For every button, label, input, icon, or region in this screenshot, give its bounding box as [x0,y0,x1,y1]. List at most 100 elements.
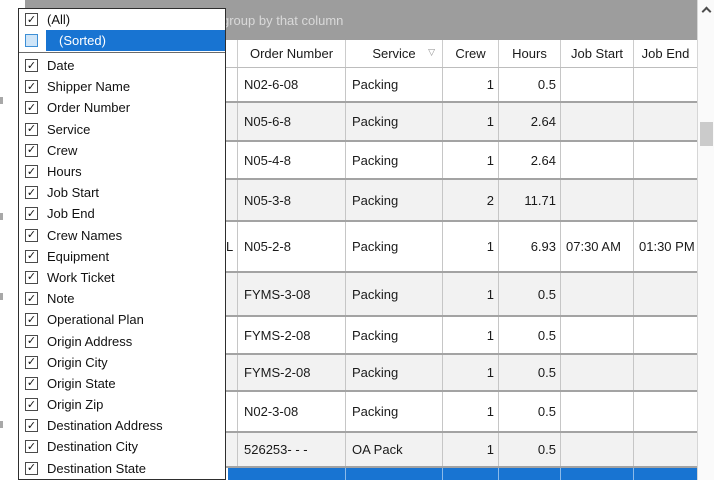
checked-checkbox-icon[interactable]: ✓ [25,270,38,284]
cell-crew[interactable]: 1 [442,222,498,271]
checked-checkbox-icon[interactable]: ✓ [25,186,38,200]
table-row[interactable]: N02-6-08 Packing 1 0.5 [225,68,697,103]
checked-checkbox-icon[interactable]: ✓ [25,313,38,327]
cell-order-number[interactable]: N05-4-8 [237,142,345,178]
filter-item-service[interactable]: ✓ Service [25,121,91,137]
cell-crew[interactable]: 1 [442,317,498,353]
filter-item-origin-address[interactable]: ✓ Origin Address [25,333,133,349]
filter-item-shipper-name[interactable]: ✓ Shipper Name [25,79,131,95]
filter-item-job-start[interactable]: ✓ Job Start [25,185,100,201]
table-row[interactable]: FYMS-3-08 Packing 1 0.5 [225,273,697,317]
column-header-order-number[interactable]: Order Number [237,40,345,67]
cell-job-end[interactable] [633,68,697,101]
checked-checkbox-icon[interactable]: ✓ [25,334,38,348]
cell-shipper-clip[interactable]: L [226,239,234,254]
checked-checkbox-icon[interactable]: ✓ [25,143,38,157]
table-row[interactable]: N05-4-8 Packing 1 2.64 [225,142,697,180]
cell-shipper-clip[interactable] [225,317,237,353]
column-header-job-end[interactable]: Job End [633,40,697,67]
checked-checkbox-icon[interactable]: ✓ [25,80,38,94]
checked-checkbox-icon[interactable]: ✓ [25,461,38,475]
cell-job-start[interactable] [560,317,633,353]
cell-order-number[interactable]: N05-2-8 [237,222,345,271]
cell-hours[interactable]: 0.5 [498,273,560,315]
cell-hours[interactable]: 0.5 [498,355,560,390]
checked-checkbox-icon[interactable]: ✓ [25,376,38,390]
cell-service[interactable]: Packing [345,68,442,101]
table-row[interactable]: L N05-2-8 Packing 1 6.93 07:30 AM 01:30 PM [225,222,697,273]
cell-shipper-clip[interactable] [225,68,237,101]
cell-service[interactable]: Packing [345,273,442,315]
cell-job-start[interactable] [560,273,633,315]
cell-job-start[interactable] [560,103,633,140]
cell-hours[interactable]: 0.5 [498,68,560,101]
selected-row[interactable] [228,468,697,480]
cell-service[interactable]: Packing [345,103,442,140]
cell-order-number[interactable]: N05-6-8 [237,103,345,140]
cell-hours[interactable]: 0.5 [498,317,560,353]
unchecked-checkbox-icon[interactable] [25,34,38,47]
cell-order-number[interactable]: N02-3-08 [237,392,345,431]
cell-shipper-clip[interactable] [225,180,237,220]
filter-item-job-end[interactable]: ✓ Job End [25,206,95,222]
table-row[interactable]: FYMS-2-08 Packing 1 0.5 [225,317,697,355]
filter-item-operational-plan[interactable]: ✓ Operational Plan [25,312,144,328]
cell-order-number[interactable]: FYMS-2-08 [237,317,345,353]
cell-hours[interactable]: 0.5 [498,433,560,466]
filter-icon[interactable]: ▽ [428,47,435,57]
table-row[interactable]: N05-3-8 Packing 2 11.71 [225,180,697,222]
table-row[interactable]: 526253- - - OA Pack 1 0.5 [225,433,697,468]
cell-service[interactable]: Packing [345,355,442,390]
scrollbar-thumb[interactable] [700,122,713,146]
cell-service[interactable]: Packing [345,142,442,178]
cell-job-start[interactable] [560,68,633,101]
cell-job-end[interactable] [633,433,697,466]
cell-hours[interactable]: 2.64 [498,142,560,178]
filter-item-destination-state[interactable]: ✓ Destination State [25,460,147,476]
cell-job-start[interactable] [560,433,633,466]
cell-job-end[interactable] [633,180,697,220]
checked-checkbox-icon[interactable]: ✓ [25,101,38,115]
cell-shipper-clip[interactable] [225,273,237,315]
cell-crew[interactable]: 2 [442,180,498,220]
cell-crew[interactable]: 1 [442,68,498,101]
cell-crew[interactable]: 1 [442,433,498,466]
filter-item-crew[interactable]: ✓ Crew [25,142,78,158]
cell-crew[interactable]: 1 [442,355,498,390]
filter-item-work-ticket[interactable]: ✓ Work Ticket [25,269,115,285]
cell-hours[interactable]: 2.64 [498,103,560,140]
cell-job-start[interactable] [560,142,633,178]
filter-item-origin-zip[interactable]: ✓ Origin Zip [25,397,104,413]
cell-order-number[interactable]: N05-3-8 [237,180,345,220]
filter-item-destination-address[interactable]: ✓ Destination Address [25,418,163,434]
cell-order-number[interactable]: 526253- - - [237,433,345,466]
filter-item-origin-state[interactable]: ✓ Origin State [25,375,116,391]
filter-item-note[interactable]: ✓ Note [25,291,75,307]
cell-service[interactable]: Packing [345,222,442,271]
cell-crew[interactable]: 1 [442,142,498,178]
cell-crew[interactable]: 1 [442,103,498,140]
column-header-service[interactable]: Service ▽ [345,40,442,67]
filter-item-sorted[interactable]: (Sorted) [19,30,225,51]
checked-checkbox-icon[interactable]: ✓ [25,122,38,136]
cell-job-end[interactable] [633,317,697,353]
checked-checkbox-icon[interactable]: ✓ [25,207,38,221]
checked-checkbox-icon[interactable]: ✓ [25,355,38,369]
checked-checkbox-icon[interactable]: ✓ [25,228,38,242]
checked-checkbox-icon[interactable]: ✓ [25,59,38,73]
cell-job-start[interactable] [560,392,633,431]
cell-shipper-clip[interactable] [225,103,237,140]
cell-job-end[interactable] [633,273,697,315]
filter-item-crew-names[interactable]: ✓ Crew Names [25,227,123,243]
filter-item-origin-city[interactable]: ✓ Origin City [25,354,108,370]
cell-job-end[interactable] [633,142,697,178]
vertical-scrollbar[interactable] [697,0,714,480]
table-row[interactable]: FYMS-2-08 Packing 1 0.5 [225,355,697,392]
cell-crew[interactable]: 1 [442,392,498,431]
table-row[interactable]: N05-6-8 Packing 1 2.64 [225,103,697,142]
cell-shipper-clip[interactable] [225,392,237,431]
cell-job-start[interactable] [560,180,633,220]
cell-job-end[interactable] [633,103,697,140]
cell-service[interactable]: Packing [345,317,442,353]
checked-checkbox-icon[interactable]: ✓ [25,165,38,179]
